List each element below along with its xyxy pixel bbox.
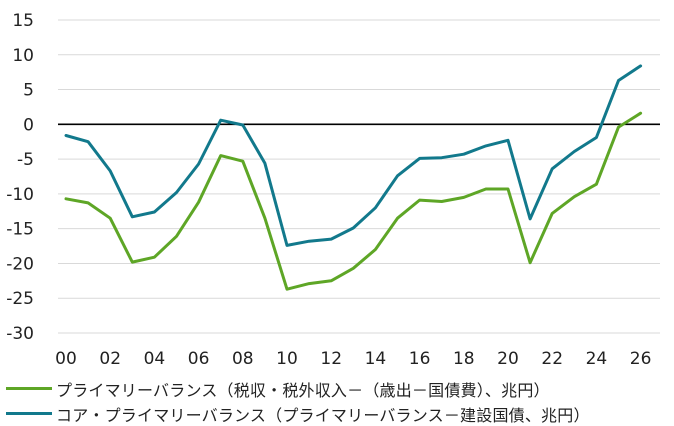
legend-swatch-primary-balance [6, 387, 52, 390]
legend-swatch-core-primary-balance [6, 412, 52, 415]
legend-label-core-primary-balance: コア・プライマリーバランス（プライマリーバランス－建設国債、兆円） [56, 405, 590, 425]
legend-label-primary-balance: プライマリーバランス（税収・税外収入－（歳出－国債費）、兆円） [56, 380, 550, 400]
y-tick-label: 15 [12, 11, 34, 31]
x-tick-label: 10 [276, 349, 298, 369]
x-tick-label: 16 [409, 349, 431, 369]
x-tick-label: 00 [55, 349, 77, 369]
y-tick-label: 10 [12, 46, 34, 66]
y-tick-label: 0 [23, 115, 34, 135]
y-tick-label: 5 [23, 81, 34, 101]
x-tick-label: 06 [188, 349, 210, 369]
x-tick-label: 20 [497, 349, 519, 369]
y-tick-label: -5 [17, 150, 34, 170]
y-tick-label: -15 [6, 220, 34, 240]
y-tick-label: -20 [6, 254, 34, 274]
x-tick-label: 12 [320, 349, 342, 369]
core-primary-balance-line [64, 64, 643, 247]
x-tick-label: 14 [365, 349, 387, 369]
legend: プライマリーバランス（税収・税外収入－（歳出－国債費）、兆円） コア・プライマリ… [6, 376, 590, 426]
primary-balance-line [64, 111, 643, 291]
x-tick-label: 24 [586, 349, 608, 369]
x-tick-label: 22 [541, 349, 563, 369]
legend-item-primary-balance: プライマリーバランス（税収・税外収入－（歳出－国債費）、兆円） [6, 376, 590, 401]
x-tick-label: 08 [232, 349, 254, 369]
y-tick-label: -10 [6, 185, 34, 205]
x-tick-label: 04 [144, 349, 166, 369]
y-tick-label: -25 [6, 289, 34, 309]
x-tick-label: 26 [630, 349, 652, 369]
x-tick-label: 02 [99, 349, 121, 369]
y-tick-label: -30 [6, 324, 34, 344]
line-chart: 15 10 5 0 -5 -10 -15 -20 -25 -30 00 02 04 06 08 10 12 14… [6, 11, 660, 369]
x-tick-label: 18 [453, 349, 475, 369]
legend-item-core-primary-balance: コア・プライマリーバランス（プライマリーバランス－建設国債、兆円） [6, 401, 590, 426]
